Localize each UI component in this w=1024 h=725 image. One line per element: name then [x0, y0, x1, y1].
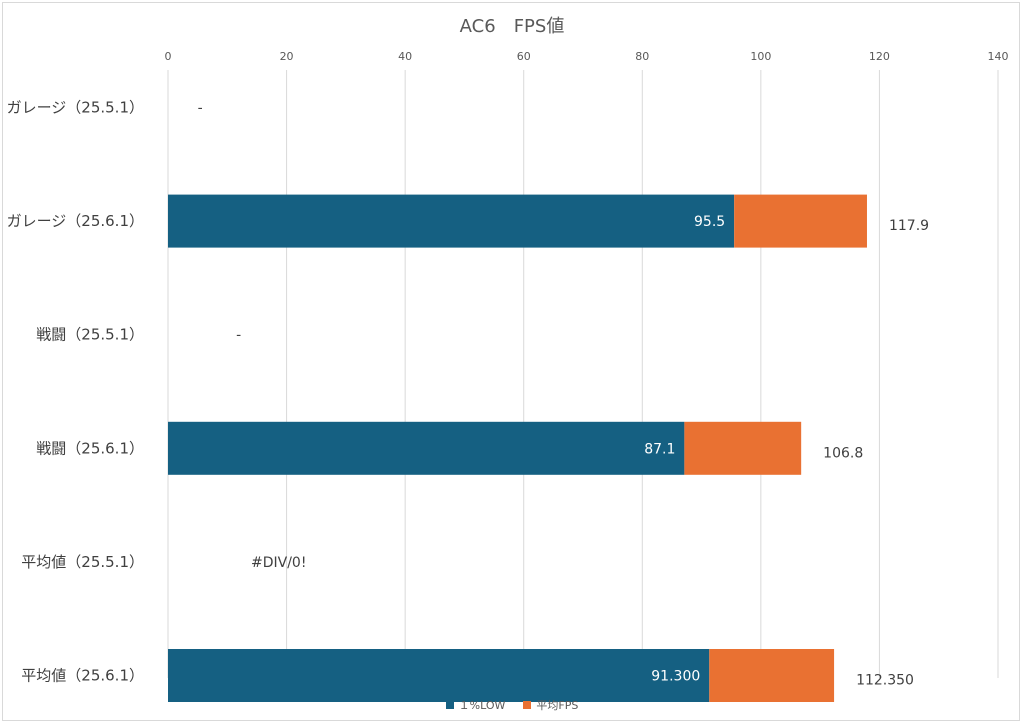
chart-legend: １%LOW 平均FPS: [0, 697, 1024, 713]
category-label: 平均値（25.6.1）: [21, 667, 144, 685]
data-note-label: #DIV/0!: [251, 555, 306, 571]
legend-label: 平均FPS: [536, 699, 579, 712]
category-label: 平均値（25.5.1）: [21, 553, 144, 571]
x-tick-label: 80: [635, 50, 649, 63]
category-label: ガレージ（25.5.1）: [7, 99, 144, 117]
x-tick-label: 120: [869, 50, 890, 63]
x-tick-label: 0: [165, 50, 172, 63]
data-label-1pct-low: 91.300: [651, 669, 700, 685]
x-tick-label: 20: [280, 50, 294, 63]
data-note-label: -: [236, 328, 241, 344]
data-label-avg-fps: 117.9: [889, 218, 929, 234]
data-note-label: -: [198, 101, 203, 117]
x-tick-label: 100: [750, 50, 771, 63]
bar-avg-fps: [709, 649, 835, 702]
x-tick-label: 60: [517, 50, 531, 63]
bar-1pct-low: [168, 421, 685, 475]
bar-avg-fps: [684, 421, 802, 475]
data-label-1pct-low: 95.5: [694, 214, 725, 230]
legend-item: １%LOW: [445, 697, 506, 713]
category-label: 戦闘（25.6.1）: [36, 439, 144, 457]
legend-item: 平均FPS: [523, 697, 578, 713]
category-label: 戦闘（25.5.1）: [36, 326, 144, 344]
data-label-1pct-low: 87.1: [644, 441, 675, 457]
legend-label: １%LOW: [458, 699, 506, 712]
legend-swatch: [523, 701, 532, 709]
category-label: ガレージ（25.6.1）: [7, 212, 144, 230]
x-tick-label: 40: [398, 50, 412, 63]
legend-swatch: [445, 701, 454, 709]
data-label-avg-fps: 106.8: [823, 445, 863, 461]
bar-1pct-low: [168, 649, 710, 702]
data-label-avg-fps: 112.350: [856, 673, 914, 689]
chart-title: AC6 FPS値: [459, 16, 565, 37]
bar-1pct-low: [168, 194, 735, 248]
x-tick-label: 140: [988, 50, 1009, 63]
bar-avg-fps: [734, 194, 867, 248]
